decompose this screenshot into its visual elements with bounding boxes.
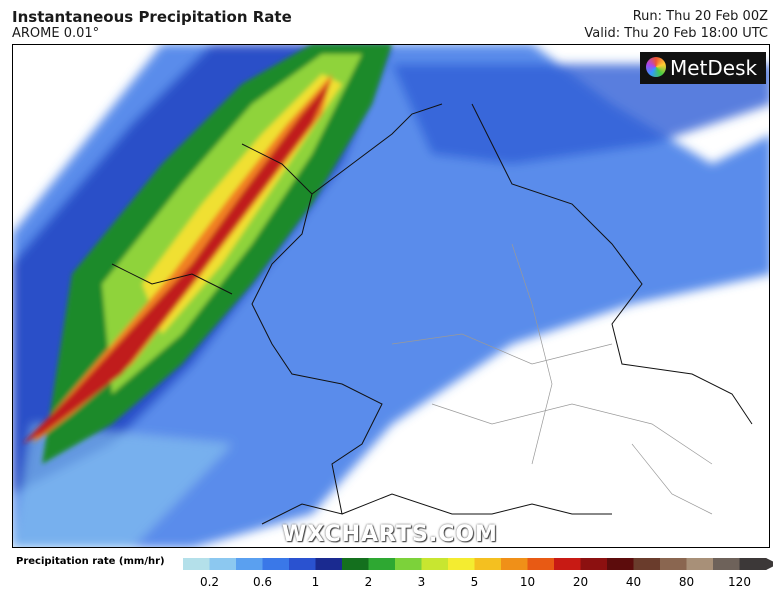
colorbar-swatch xyxy=(209,558,237,570)
colorbar-swatch xyxy=(607,558,634,570)
colorbar-tick-label: 40 xyxy=(625,575,642,589)
colorbar-tick-label: 5 xyxy=(470,575,479,589)
logo-text: MetDesk xyxy=(670,56,758,80)
colorbar-swatch xyxy=(421,558,449,570)
colorbar-swatch xyxy=(395,558,422,570)
colorbar-swatch xyxy=(713,558,740,570)
colorbar-tick-label: 80 xyxy=(678,575,695,589)
colorbar-tick-label: 20 xyxy=(572,575,589,589)
colorbar-swatch xyxy=(289,558,316,570)
colorbar-swatch xyxy=(315,558,343,570)
logo: MetDesk xyxy=(640,52,766,84)
colorbar-swatch xyxy=(686,558,714,570)
watermark: WXCHARTS.COM xyxy=(282,522,498,547)
colorbar-tick-label: 2 xyxy=(364,575,373,589)
colorbar-swatch xyxy=(448,558,475,570)
colorbar-tick-label: 0.6 xyxy=(252,575,273,589)
colorbar-swatch xyxy=(474,558,502,570)
valid-time: Valid: Thu 20 Feb 18:00 UTC xyxy=(584,26,768,41)
colorbar-swatch xyxy=(739,558,767,570)
logo-icon xyxy=(646,57,666,77)
colorbar-tick-label: 120 xyxy=(728,575,751,589)
colorbar-swatch xyxy=(262,558,290,570)
run-time: Run: Thu 20 Feb 00Z xyxy=(632,9,768,24)
map xyxy=(12,44,770,548)
colorbar-swatch xyxy=(501,558,528,570)
colorbar-tick-label: 0.2 xyxy=(199,575,220,589)
colorbar-swatch xyxy=(554,558,581,570)
subtitle: AROME 0.01° xyxy=(12,26,100,41)
title: Instantaneous Precipitation Rate xyxy=(12,8,292,26)
colorbar-swatch xyxy=(236,558,263,570)
colorbar-swatch xyxy=(580,558,608,570)
colorbar-arrow xyxy=(766,558,773,570)
colorbar-swatch xyxy=(342,558,369,570)
colorbar-label: Precipitation rate (mm/hr) xyxy=(16,556,165,567)
colorbar-swatch xyxy=(527,558,555,570)
colorbar-swatch xyxy=(660,558,687,570)
colorbar-swatch xyxy=(633,558,661,570)
colorbar-tick-label: 1 xyxy=(311,575,320,589)
colorbar xyxy=(183,558,773,570)
colorbar-swatch xyxy=(183,558,210,570)
colorbar-tick-label: 3 xyxy=(417,575,426,589)
colorbar-swatch xyxy=(368,558,396,570)
colorbar-tick-label: 10 xyxy=(519,575,536,589)
